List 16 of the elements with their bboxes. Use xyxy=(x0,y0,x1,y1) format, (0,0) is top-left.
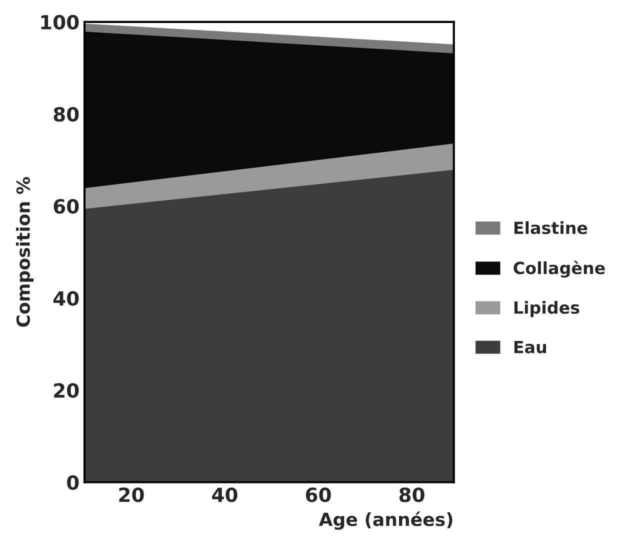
legend-label: Collagène xyxy=(514,260,605,278)
legend-label: Lipides xyxy=(514,300,580,318)
legend-label: Eau xyxy=(514,340,546,354)
y-axis-title: Composition % xyxy=(16,177,34,327)
x-tick-label: 80 xyxy=(399,487,424,502)
y-tick-label: 60 xyxy=(54,199,79,214)
x-tick-label: 20 xyxy=(119,487,144,502)
y-tick-label: 0 xyxy=(67,475,79,490)
x-tick-label: 60 xyxy=(306,487,331,502)
x-tick-label: 40 xyxy=(212,487,238,502)
legend-label: Elastine xyxy=(514,221,588,234)
y-tick-label: 20 xyxy=(54,383,79,398)
x-axis-title: Age (années) xyxy=(318,511,452,530)
y-tick-label: 100 xyxy=(41,14,79,30)
y-tick-label: 80 xyxy=(54,106,79,122)
y-tick-label: 40 xyxy=(53,291,79,306)
